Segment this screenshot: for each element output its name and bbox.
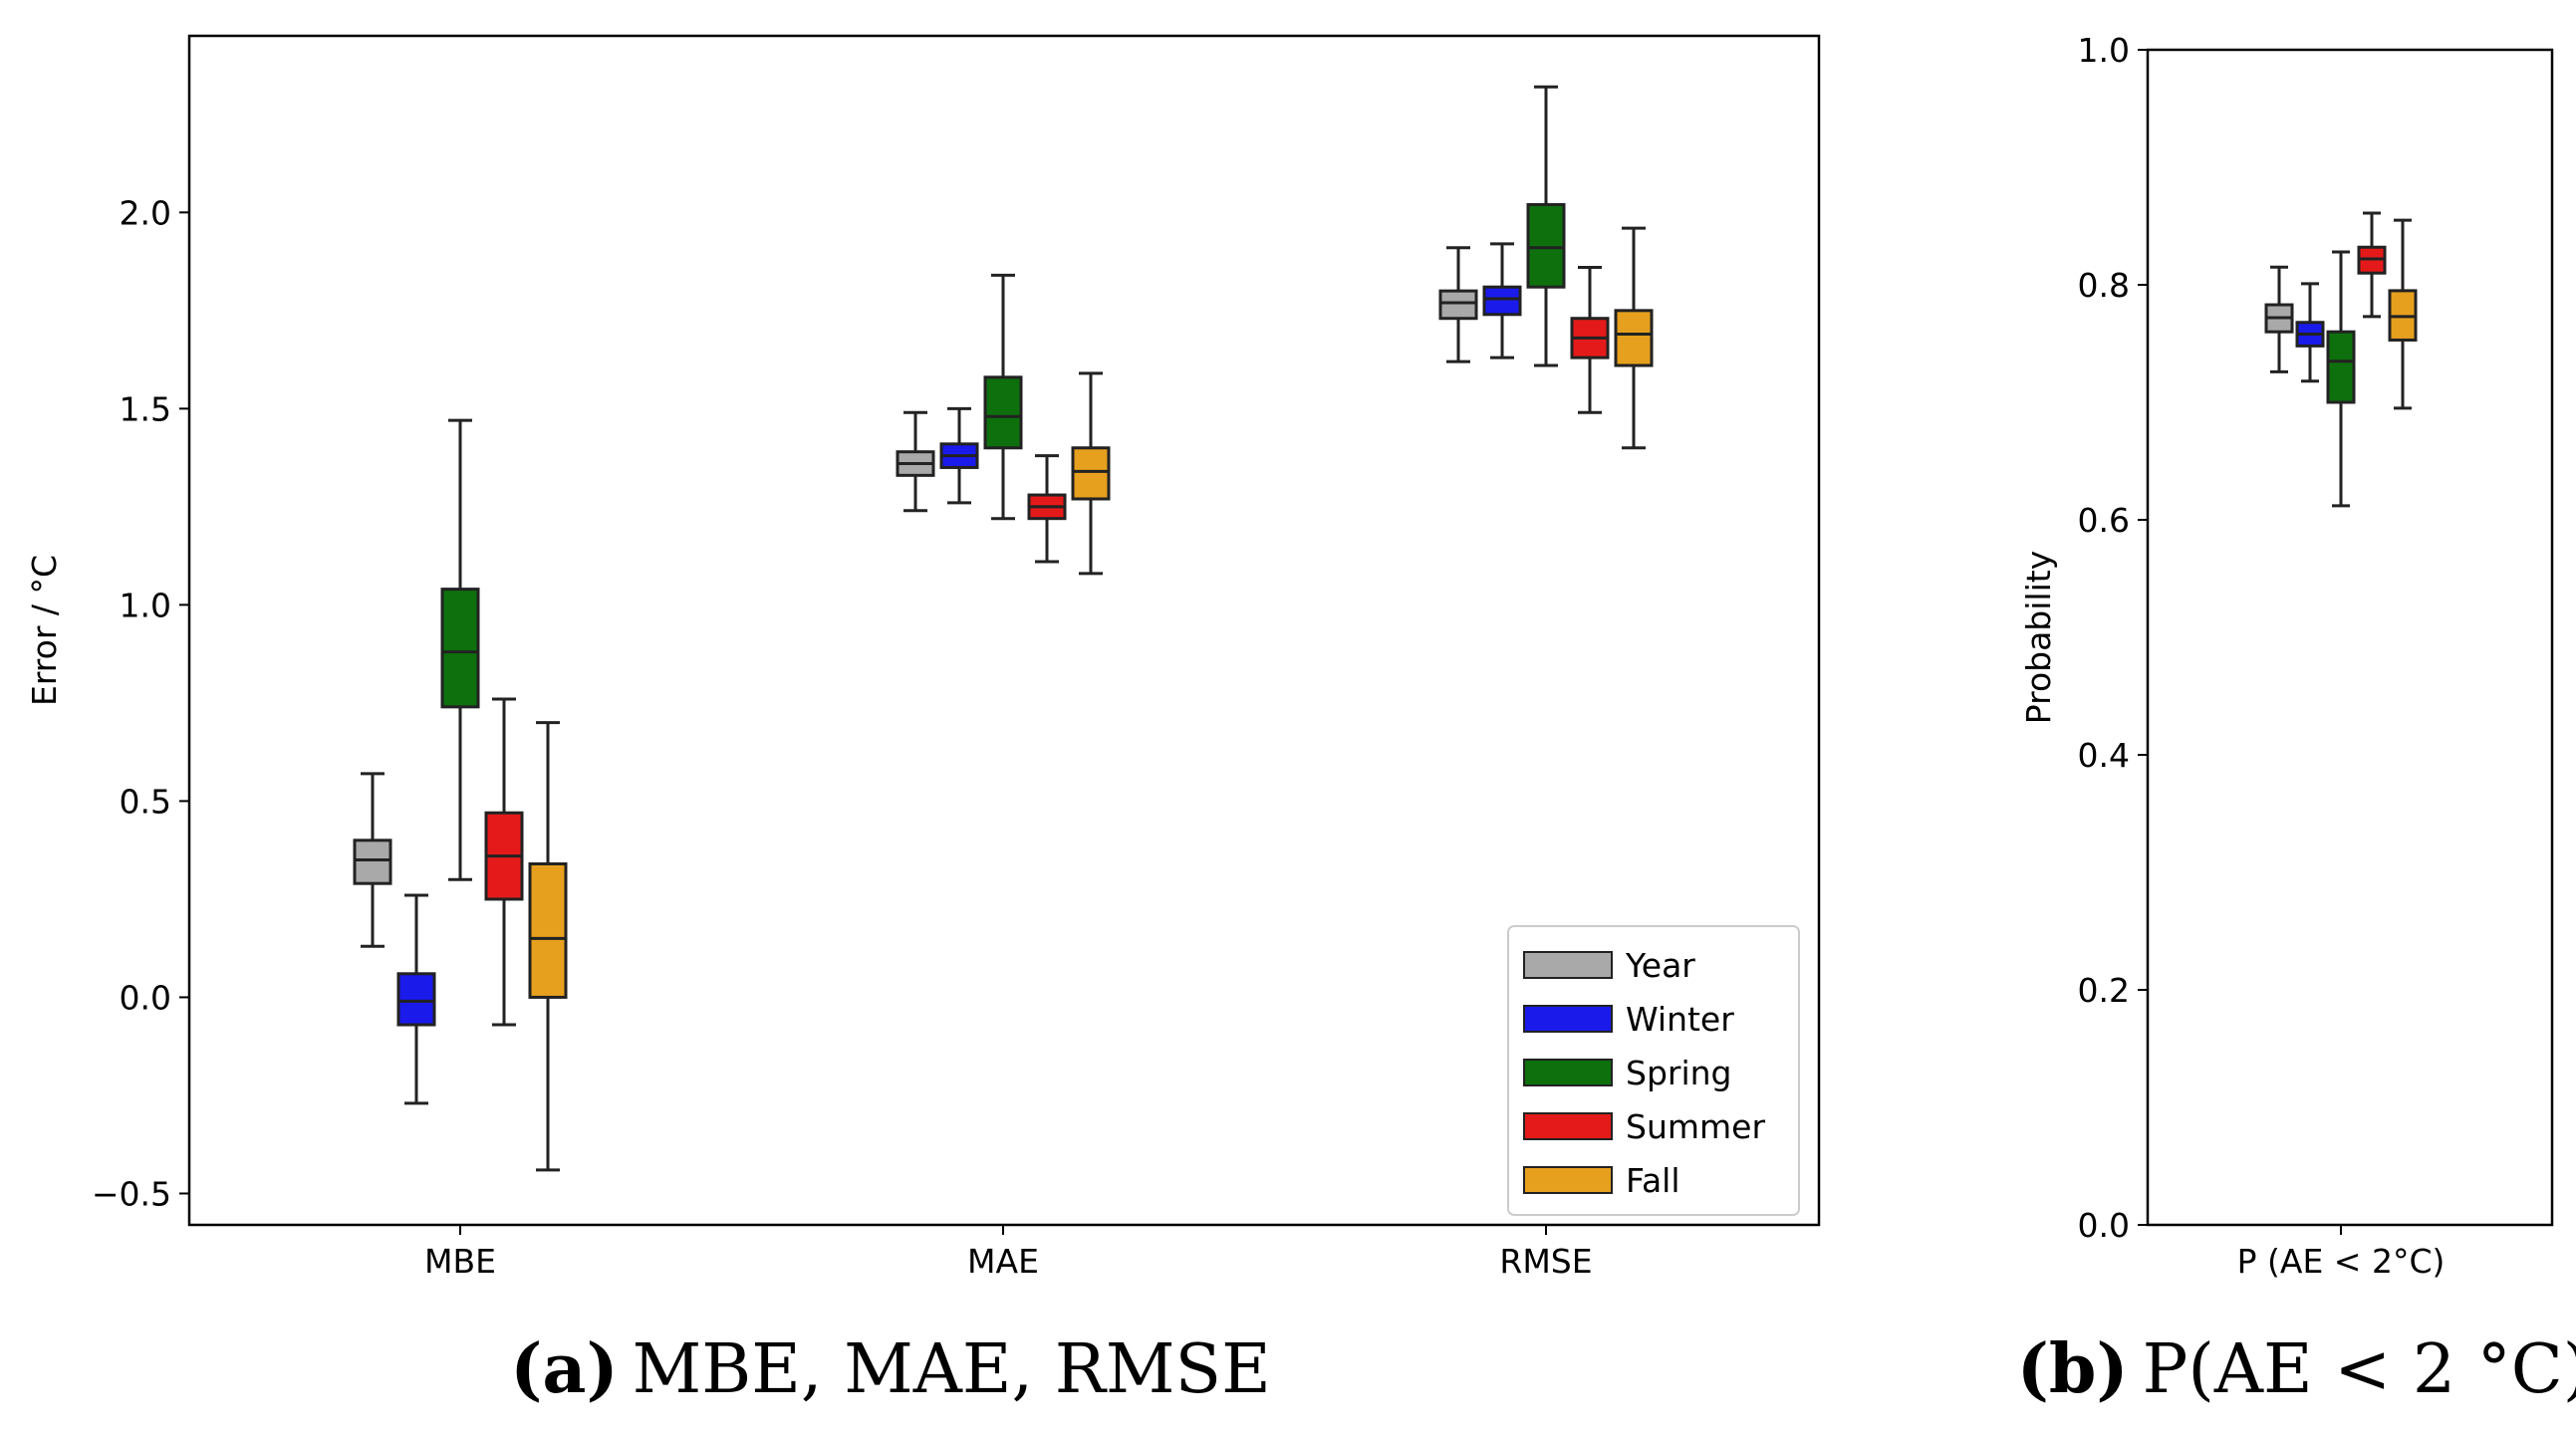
panel-a-y-ticks: −0.5 0.0 0.5 1.0 1.5 2.0 — [92, 193, 189, 1213]
x-tick-label: MAE — [967, 1242, 1039, 1281]
box-year-mae — [896, 410, 935, 513]
box-year-p-ae-2-c- — [2264, 265, 2294, 373]
legend-item-fall: Fall — [1523, 1161, 1680, 1200]
panel-a-y-axis-label: Error / °C — [25, 555, 64, 706]
box-body — [1482, 285, 1522, 317]
box-body — [1614, 309, 1654, 367]
box-summer-rmse — [1570, 265, 1610, 414]
panel-b-caption-text: P(AE < 2 °C) — [2143, 1330, 2576, 1409]
panel-b-y-ticks: 0.0 0.2 0.4 0.6 0.8 1.0 — [2078, 31, 2148, 1245]
panel-a-caption-letter: (a) — [510, 1329, 618, 1409]
legend-swatch — [1523, 1166, 1613, 1194]
legend-item-winter: Winter — [1523, 1000, 1734, 1039]
x-tick-label: RMSE — [1499, 1242, 1592, 1281]
box-year-mbe — [353, 772, 392, 948]
box-year-rmse — [1438, 246, 1478, 363]
box-winter-p-ae-2-c- — [2295, 282, 2325, 383]
legend-item-year: Year — [1523, 946, 1695, 985]
box-fall-mae — [1071, 371, 1111, 576]
panel-a-caption: (a) MBE, MAE, RMSE — [510, 1329, 1271, 1409]
box-fall-mbe — [528, 721, 568, 1172]
legend-swatch — [1523, 951, 1613, 979]
panel-b-y-axis-label: Probability — [2019, 551, 2058, 724]
panel-b-caption: (b) P(AE < 2 °C) — [2017, 1329, 2576, 1409]
box-spring-p-ae-2-c- — [2326, 250, 2356, 508]
legend-label: Fall — [1626, 1161, 1680, 1200]
legend-label: Spring — [1626, 1054, 1732, 1092]
box-body — [440, 588, 480, 709]
y-tick-label: 1.5 — [120, 389, 171, 428]
legend-item-summer: Summer — [1523, 1107, 1765, 1146]
box-winter-mae — [939, 406, 979, 505]
box-body — [983, 375, 1023, 450]
box-body — [1438, 289, 1478, 321]
box-body — [528, 861, 568, 999]
y-tick-label: 0.5 — [120, 782, 171, 821]
panel-b-plot-background — [2148, 50, 2552, 1225]
y-tick-label: 0.2 — [2078, 971, 2130, 1010]
panel-b-caption-letter: (b) — [2017, 1329, 2129, 1409]
legend-item-spring: Spring — [1523, 1054, 1732, 1092]
box-fall-p-ae-2-c- — [2388, 218, 2418, 410]
box-winter-rmse — [1482, 242, 1522, 359]
y-tick-label: 0.8 — [2078, 266, 2130, 305]
legend-swatch — [1523, 1059, 1613, 1086]
y-tick-label: 0.6 — [2078, 501, 2130, 540]
box-body — [1071, 446, 1111, 501]
y-tick-label: 0.0 — [120, 978, 171, 1017]
y-tick-label: 0.0 — [2078, 1206, 2130, 1245]
box-body — [396, 972, 436, 1027]
y-tick-label: −0.5 — [92, 1174, 171, 1213]
y-tick-label: 1.0 — [120, 586, 171, 624]
panel-b-frame — [2146, 48, 2554, 1227]
x-tick-label: MBE — [424, 1242, 496, 1281]
panel-a-legend: Year Winter Spring Summer Fall — [1507, 925, 1800, 1216]
y-tick-label: 0.4 — [2078, 736, 2130, 775]
legend-swatch — [1523, 1112, 1613, 1140]
box-body — [2326, 330, 2356, 404]
panel-a-caption-text: MBE, MAE, RMSE — [633, 1330, 1271, 1409]
box-body — [353, 838, 392, 885]
legend-swatch — [1523, 1005, 1613, 1033]
box-fall-rmse — [1614, 226, 1654, 450]
box-spring-mbe — [440, 418, 480, 881]
box-summer-p-ae-2-c- — [2357, 211, 2387, 319]
panel-a-chart: Year Winter Spring Summer Fall −0.5 0.0 0.5 1.0… — [25, 34, 1821, 1281]
legend-label: Year — [1625, 946, 1695, 985]
panel-a-x-ticks: MBE MAE RMSE — [424, 1225, 1593, 1281]
box-summer-mae — [1027, 454, 1067, 564]
panel-b-boxes — [2264, 211, 2418, 508]
y-tick-label: 2.0 — [120, 193, 171, 232]
box-spring-mae — [983, 273, 1023, 521]
box-body — [1526, 202, 1566, 289]
y-tick-label: 1.0 — [2078, 31, 2130, 70]
legend-frame — [1507, 925, 1800, 1216]
box-summer-mbe — [484, 697, 524, 1027]
panel-b-x-ticks: P (AE < 2°C) — [2237, 1225, 2446, 1281]
legend-label: Winter — [1626, 1000, 1734, 1039]
panel-b-chart: 0.0 0.2 0.4 0.6 0.8 1.0 P (AE < 2°C) Probabil… — [2019, 31, 2554, 1281]
box-spring-rmse — [1526, 85, 1566, 367]
x-tick-label: P (AE < 2°C) — [2237, 1242, 2446, 1281]
legend-label: Summer — [1626, 1107, 1765, 1146]
panel-a-boxes — [353, 85, 1654, 1172]
box-winter-mbe — [396, 893, 436, 1105]
